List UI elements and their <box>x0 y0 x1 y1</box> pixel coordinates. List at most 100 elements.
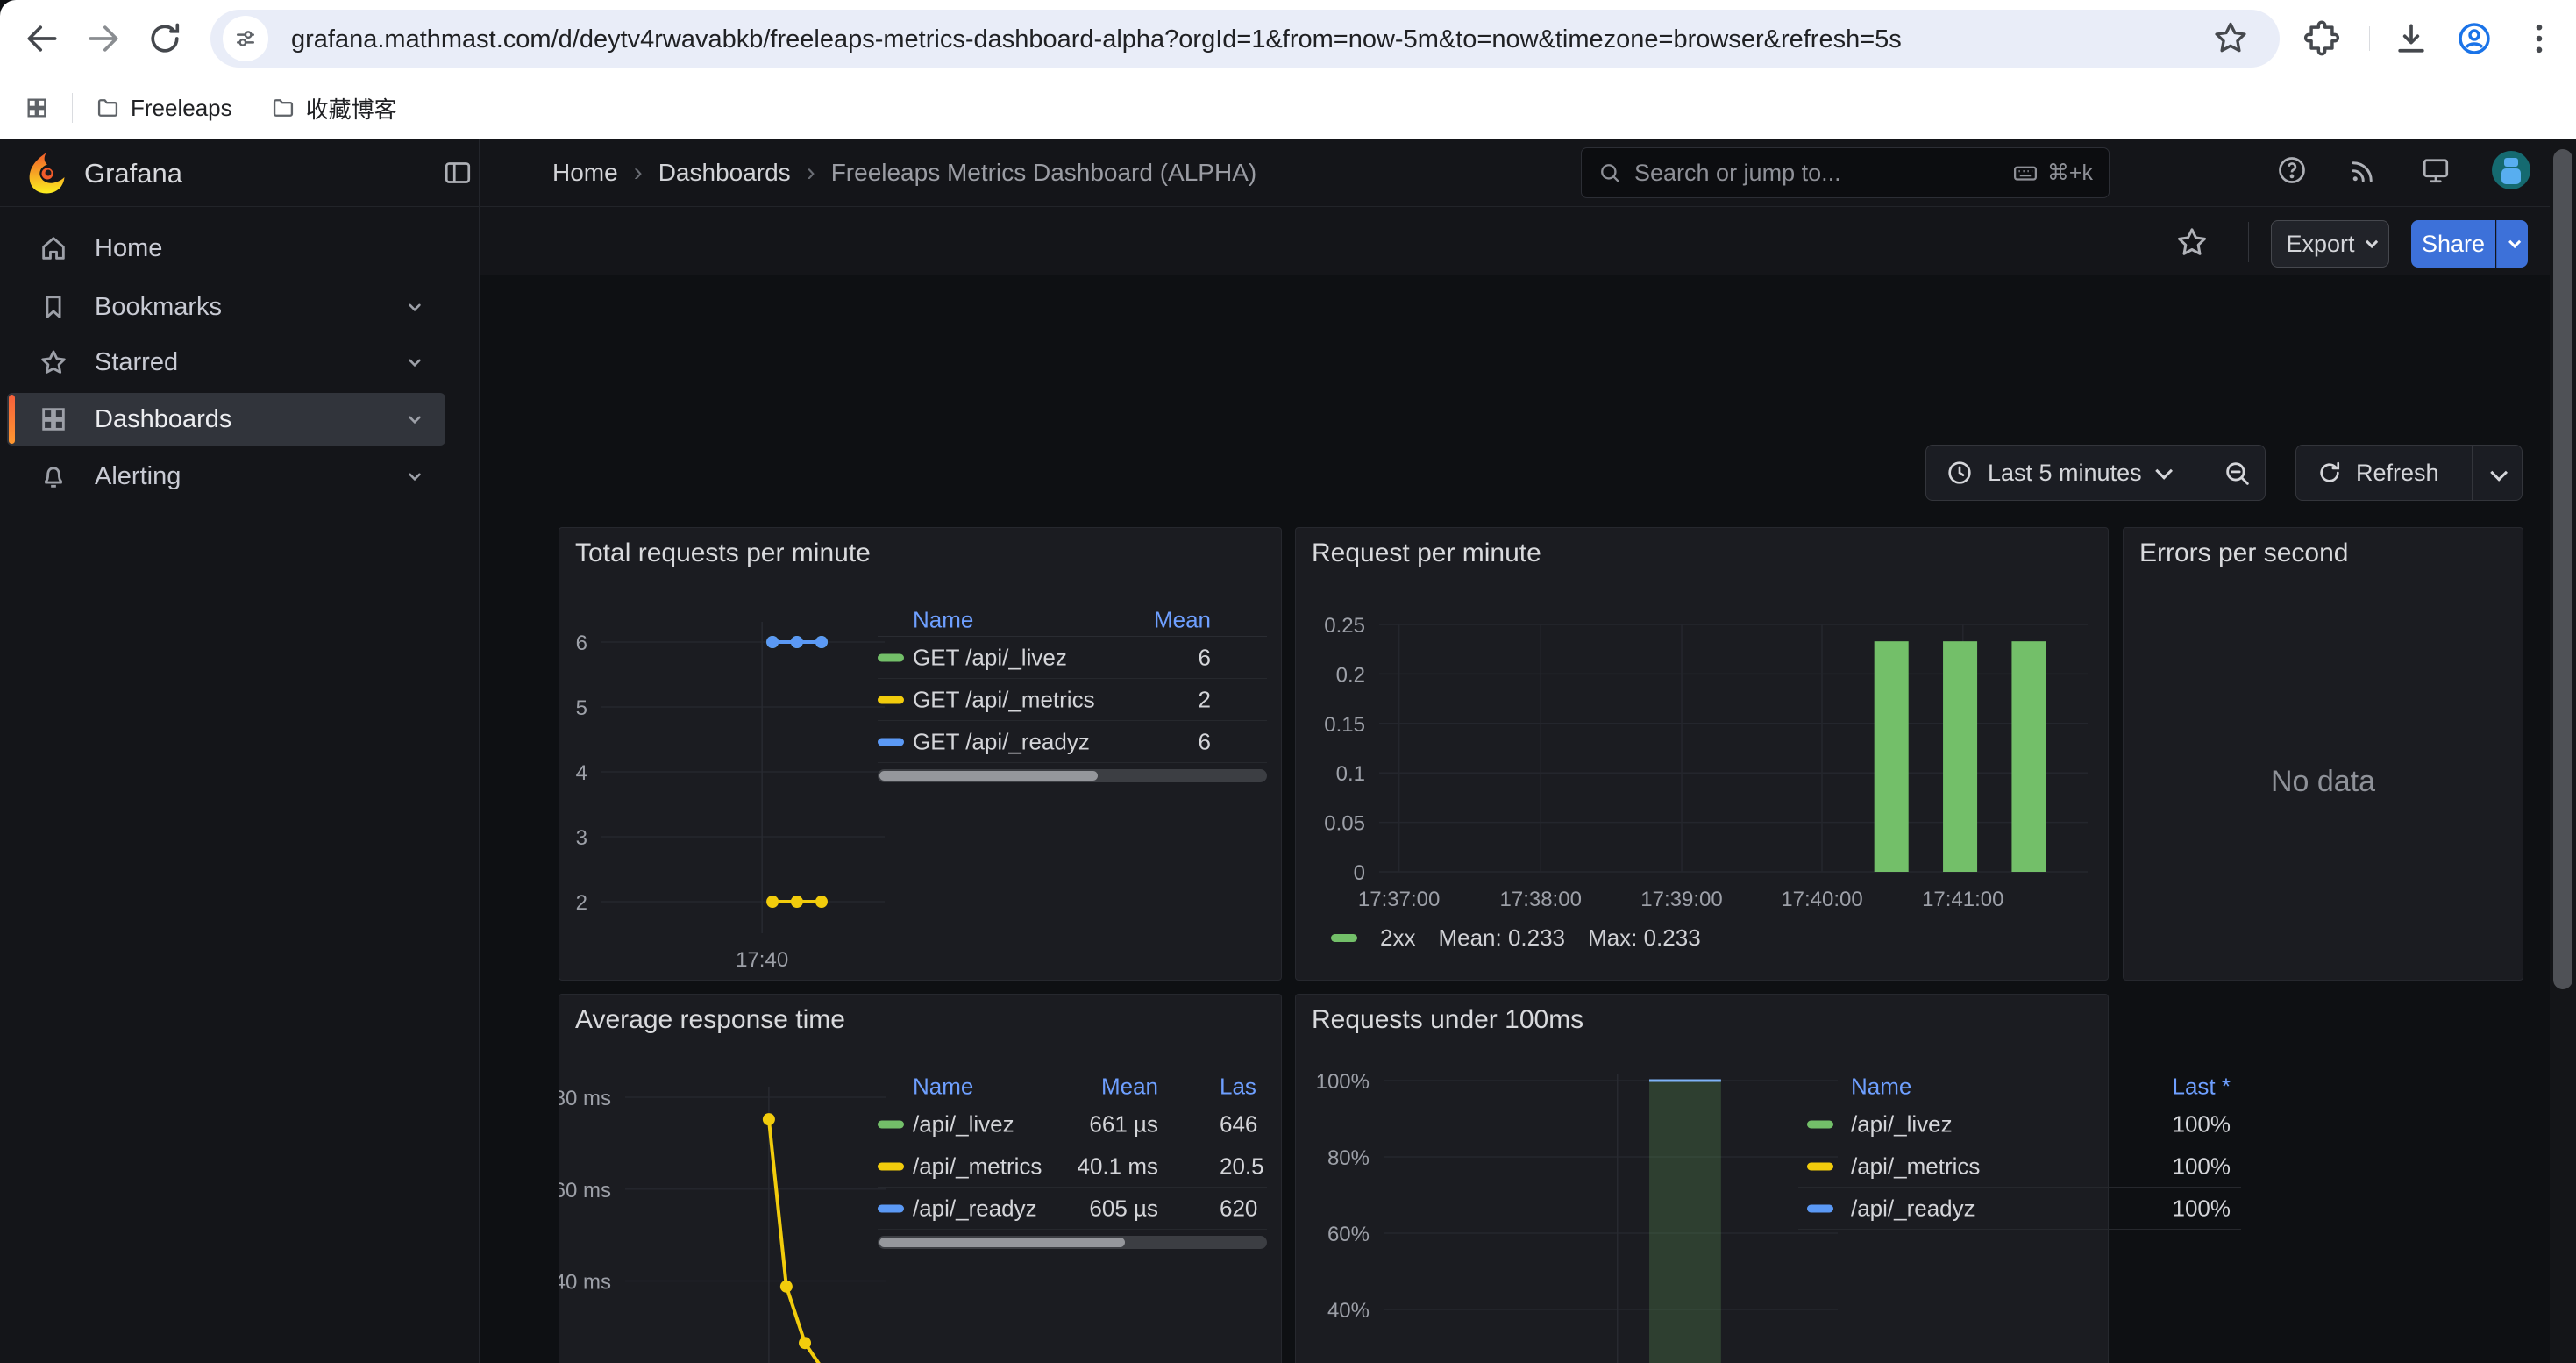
zoom-out-icon[interactable] <box>2223 459 2252 489</box>
bookmarks-bar: Freeleaps 收藏博客 <box>0 77 2576 139</box>
sidebar-item-starred[interactable]: Starred <box>7 336 445 389</box>
breadcrumb-dashboards[interactable]: Dashboards <box>658 159 791 187</box>
svg-text:60 ms: 60 ms <box>559 1179 611 1202</box>
site-info-icon[interactable] <box>223 16 268 61</box>
sidebar-item-dashboards[interactable]: Dashboards <box>7 393 445 446</box>
time-range-label[interactable]: Last 5 minutes <box>1988 460 2142 487</box>
chevron-down-icon[interactable] <box>403 351 426 374</box>
chevron-down-icon[interactable] <box>403 408 426 431</box>
refresh-interval-chevron-icon[interactable] <box>2490 464 2508 482</box>
actions-divider <box>2248 222 2249 262</box>
legend-row[interactable]: /api/_metrics 100% <box>1798 1145 2241 1188</box>
bookmark-label: 收藏博客 <box>306 92 397 125</box>
time-range-group: Last 5 minutes <box>1925 445 2266 501</box>
legend-scrollbar[interactable] <box>878 769 1267 782</box>
legend-row[interactable]: /api/_readyz 100% <box>1798 1188 2241 1230</box>
breadcrumb-home[interactable]: Home <box>552 159 618 187</box>
sidebar: Grafana Home Bookmarks Starred Dashboard… <box>0 139 480 1363</box>
legend-row[interactable]: /api/_livez 100% <box>1798 1103 2241 1145</box>
svg-text:17:37:00: 17:37:00 <box>1358 888 1440 911</box>
svg-text:40 ms: 40 ms <box>559 1271 611 1295</box>
profile-icon[interactable] <box>2455 19 2494 58</box>
svg-text:0.25: 0.25 <box>1324 614 1365 638</box>
favorite-dashboard-star-icon[interactable] <box>2174 225 2210 260</box>
bookmark-star-icon[interactable] <box>2211 18 2250 57</box>
url-text[interactable]: grafana.mathmast.com/d/deytv4rwavabkb/fr… <box>291 25 1902 54</box>
group-divider <box>2472 446 2473 500</box>
svg-text:0: 0 <box>1354 861 1365 885</box>
legend-row[interactable]: GET /api/_metrics 2 <box>878 679 1267 721</box>
rss-icon[interactable] <box>2348 154 2380 186</box>
export-button[interactable]: Export <box>2271 220 2389 268</box>
download-icon[interactable] <box>2392 19 2430 58</box>
bookmark-item-freeleaps[interactable]: Freeleaps <box>96 95 232 122</box>
legend-row[interactable]: GET /api/_livez 6 <box>878 637 1267 679</box>
svg-text:80 ms: 80 ms <box>559 1087 611 1110</box>
breadcrumb-separator: › <box>634 158 643 188</box>
legend-line[interactable]: 2xx Mean: 0.233 Max: 0.233 <box>1331 924 1701 952</box>
chevron-down-icon <box>2508 236 2521 248</box>
breadcrumb: Home › Dashboards › Freeleaps Metrics Da… <box>552 139 1256 207</box>
search-input[interactable]: Search or jump to... ⌘+k <box>1581 147 2110 198</box>
dashboard-canvas: Last 5 minutes Refresh Total requests pe… <box>480 275 2550 1363</box>
legend-scrollbar[interactable] <box>878 1236 1267 1249</box>
scrollbar-thumb[interactable] <box>879 771 1098 781</box>
bell-icon <box>39 461 68 491</box>
collapse-sidebar-icon[interactable] <box>442 157 473 189</box>
avatar-figure <box>2501 168 2521 184</box>
clock-icon <box>1946 459 1974 487</box>
reload-icon[interactable] <box>146 19 184 58</box>
forward-icon[interactable] <box>84 19 123 58</box>
refresh-label[interactable]: Refresh <box>2356 460 2439 487</box>
search-placeholder: Search or jump to... <box>1634 160 2000 187</box>
breadcrumb-current: Freeleaps Metrics Dashboard (ALPHA) <box>831 159 1257 187</box>
chevron-down-icon <box>2366 236 2378 248</box>
panel-request-per-minute: Request per minute 0.250.20.150.10.05017… <box>1295 527 2109 981</box>
svg-text:17:38:00: 17:38:00 <box>1500 888 1582 911</box>
panel-average-response-time: Average response time 80 ms60 ms40 ms20 … <box>559 994 1282 1363</box>
svg-text:0.15: 0.15 <box>1324 713 1365 737</box>
grafana-logo[interactable] <box>25 151 68 195</box>
svg-text:17:40:00: 17:40:00 <box>1781 888 1862 911</box>
search-shortcut: ⌘+k <box>2012 160 2093 186</box>
series-chip <box>878 738 904 746</box>
chevron-down-icon[interactable] <box>403 296 426 318</box>
apps-grid-icon[interactable] <box>25 96 49 120</box>
active-item-indicator <box>9 395 15 444</box>
monitor-icon[interactable] <box>2420 154 2451 186</box>
no-data-message: No data <box>2124 765 2523 799</box>
sidebar-item-bookmarks[interactable]: Bookmarks <box>7 281 445 333</box>
series-chip <box>1807 1120 1833 1128</box>
sidebar-item-home[interactable]: Home <box>7 222 445 275</box>
help-icon[interactable] <box>2276 154 2308 186</box>
bookmark-label: Freeleaps <box>131 95 232 122</box>
extensions-icon[interactable] <box>2302 19 2341 58</box>
panel-total-requests: Total requests per minute 6543217:40 Nam… <box>559 527 1282 981</box>
legend-row[interactable]: GET /api/_readyz 6 <box>878 721 1267 763</box>
svg-text:100%: 100% <box>1316 1070 1370 1094</box>
chevron-down-icon[interactable] <box>403 465 426 488</box>
chevron-down-icon[interactable] <box>2155 462 2173 480</box>
brand-title: Grafana <box>84 158 182 189</box>
legend-row[interactable]: /api/_livez 661 µs 646 <box>878 1103 1267 1145</box>
scrollbar-thumb[interactable] <box>879 1238 1125 1247</box>
legend-row[interactable]: /api/_readyz 605 µs 620 <box>878 1188 1267 1230</box>
page-scrollbar[interactable] <box>2550 139 2576 1363</box>
legend-table: Name Mean Las /api/_livez 661 µs 646 /ap… <box>878 1070 1267 1249</box>
request-per-minute-chart[interactable]: 0.250.20.150.10.05017:37:0017:38:0017:39… <box>1296 528 2110 981</box>
user-avatar[interactable] <box>2492 151 2530 189</box>
scrollbar-thumb[interactable] <box>2553 149 2572 989</box>
share-button[interactable]: Share <box>2411 220 2495 268</box>
sidebar-item-alerting[interactable]: Alerting <box>7 450 445 503</box>
bookmark-item-blogs[interactable]: 收藏博客 <box>271 92 397 125</box>
series-chip <box>1807 1204 1833 1212</box>
legend-row[interactable]: /api/_metrics 40.1 ms 20.5 r <box>878 1145 1267 1188</box>
svg-text:2: 2 <box>576 891 587 915</box>
share-menu-button[interactable] <box>2496 220 2528 268</box>
screen: grafana.mathmast.com/d/deytv4rwavabkb/fr… <box>0 0 2576 1363</box>
panel-title[interactable]: Errors per second <box>2139 539 2348 568</box>
series-chip <box>878 1120 904 1128</box>
svg-text:3: 3 <box>576 826 587 850</box>
back-icon[interactable] <box>23 19 61 58</box>
menu-dots-icon[interactable] <box>2520 19 2558 58</box>
